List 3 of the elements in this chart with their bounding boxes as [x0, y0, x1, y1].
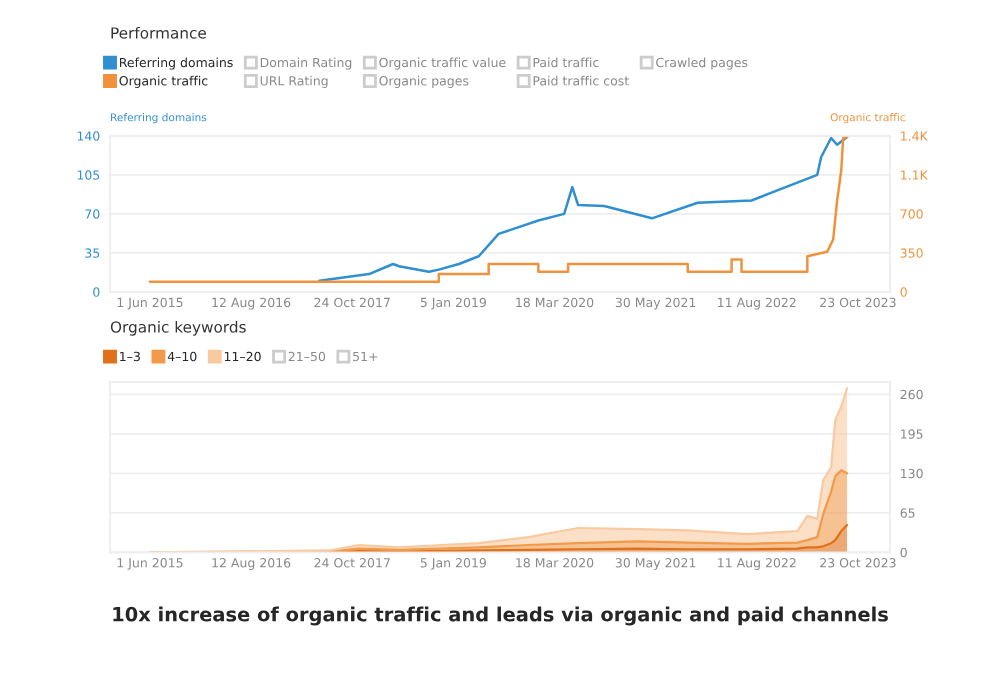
text: 10x increase of organic traffic and leads via organic and paid channels — [113, 606, 888, 626]
line-series — [318, 135, 849, 282]
line-series — [148, 135, 849, 284]
